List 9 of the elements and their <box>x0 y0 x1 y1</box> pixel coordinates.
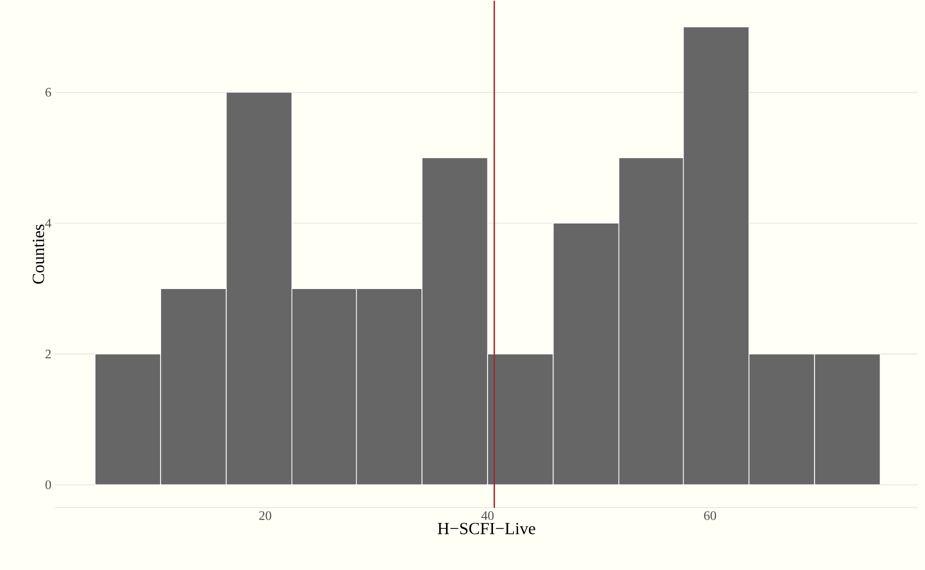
x-tick-label: 40 <box>481 511 494 520</box>
y-tick-label: 0 <box>45 480 51 490</box>
y-tick-label: 4 <box>45 218 52 228</box>
y-axis-title: Counties <box>32 224 44 284</box>
x-tick-label: 20 <box>259 511 272 520</box>
y-tick-label: 2 <box>46 350 51 358</box>
x-tick-label: 60 <box>704 511 716 520</box>
x-axis-title: H−SCFI−Live <box>438 522 536 534</box>
y-tick-label: 6 <box>46 88 52 97</box>
